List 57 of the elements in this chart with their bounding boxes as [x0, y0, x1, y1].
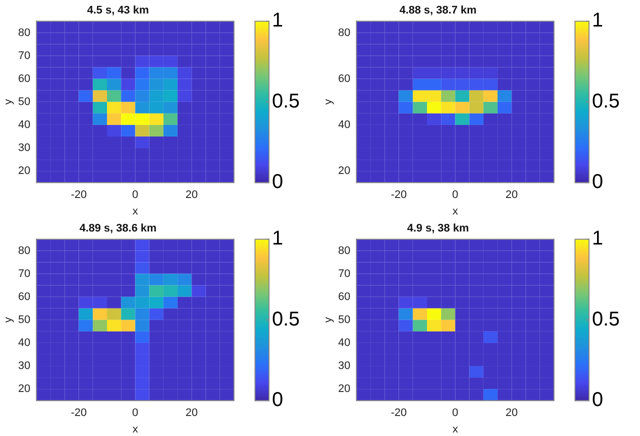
y-axis-title: y [2, 98, 15, 105]
chart-title: 4.88 s, 38.7 km [399, 4, 477, 17]
x-tick-label: 20 [186, 407, 198, 420]
y-tick-label: 50 [18, 96, 30, 108]
y-tick-label: 60 [18, 72, 30, 85]
x-axis-title: x [452, 205, 458, 218]
y-tick-label: 70 [18, 50, 30, 62]
x-tick-label: 0 [132, 407, 138, 420]
x-tick-label: 0 [452, 407, 458, 420]
y-tick-label: 80 [338, 26, 350, 39]
x-tick-label: -20 [390, 189, 407, 202]
y-axis-title: y [322, 98, 335, 105]
x-tick-label: 20 [186, 189, 198, 202]
color-bar-label: 0.5 [272, 308, 300, 330]
color-bar-label: 1 [272, 10, 284, 32]
y-tick-label: 20 [18, 383, 30, 396]
y-tick-label: 60 [338, 72, 350, 85]
y-tick-label: 20 [18, 165, 30, 178]
x-tick-label: 20 [506, 407, 518, 420]
y-tick-label: 30 [18, 360, 30, 372]
y-tick-label: 80 [338, 244, 350, 257]
color-bar-label: 1 [592, 10, 604, 32]
color-bar-label: 0.5 [592, 90, 620, 112]
color-bar-label: 0.5 [592, 308, 620, 330]
color-bar-label: 1 [272, 228, 284, 250]
y-tick-label: 40 [18, 118, 30, 131]
y-axis-title: y [2, 316, 15, 323]
x-tick-label: -20 [70, 189, 87, 202]
y-tick-label: 80 [18, 244, 30, 257]
x-tick-label: 0 [132, 189, 138, 202]
color-bar-label: 0.5 [272, 90, 300, 112]
y-tick-label: 20 [338, 383, 350, 396]
x-axis-title: x [132, 423, 138, 436]
x-tick-label: 20 [506, 189, 518, 202]
x-tick-label: 0 [452, 189, 458, 202]
y-tick-label: 70 [338, 268, 350, 280]
y-tick-label: 60 [338, 290, 350, 303]
y-axis-title: y [322, 316, 335, 323]
color-bar-label: 1 [592, 228, 604, 250]
x-axis-title: x [132, 205, 138, 218]
x-axis-title: x [452, 423, 458, 436]
y-tick-label: 40 [338, 118, 350, 131]
y-tick-label: 30 [338, 360, 350, 372]
y-tick-label: 80 [18, 26, 30, 39]
chart-title: 4.5 s, 43 km [87, 4, 150, 17]
y-tick-label: 40 [338, 336, 350, 349]
y-tick-label: 70 [18, 268, 30, 280]
y-tick-label: 30 [18, 142, 30, 154]
y-tick-label: 50 [338, 314, 350, 326]
x-tick-label: -20 [390, 407, 407, 420]
chart-title: 4.89 s, 38.6 km [79, 222, 157, 235]
y-tick-label: 40 [18, 336, 30, 349]
x-tick-label: -20 [70, 407, 87, 420]
y-tick-label: 50 [18, 314, 30, 326]
y-tick-label: 20 [338, 165, 350, 178]
y-tick-label: 60 [18, 290, 30, 303]
chart-title: 4.9 s, 38 km [407, 222, 470, 235]
